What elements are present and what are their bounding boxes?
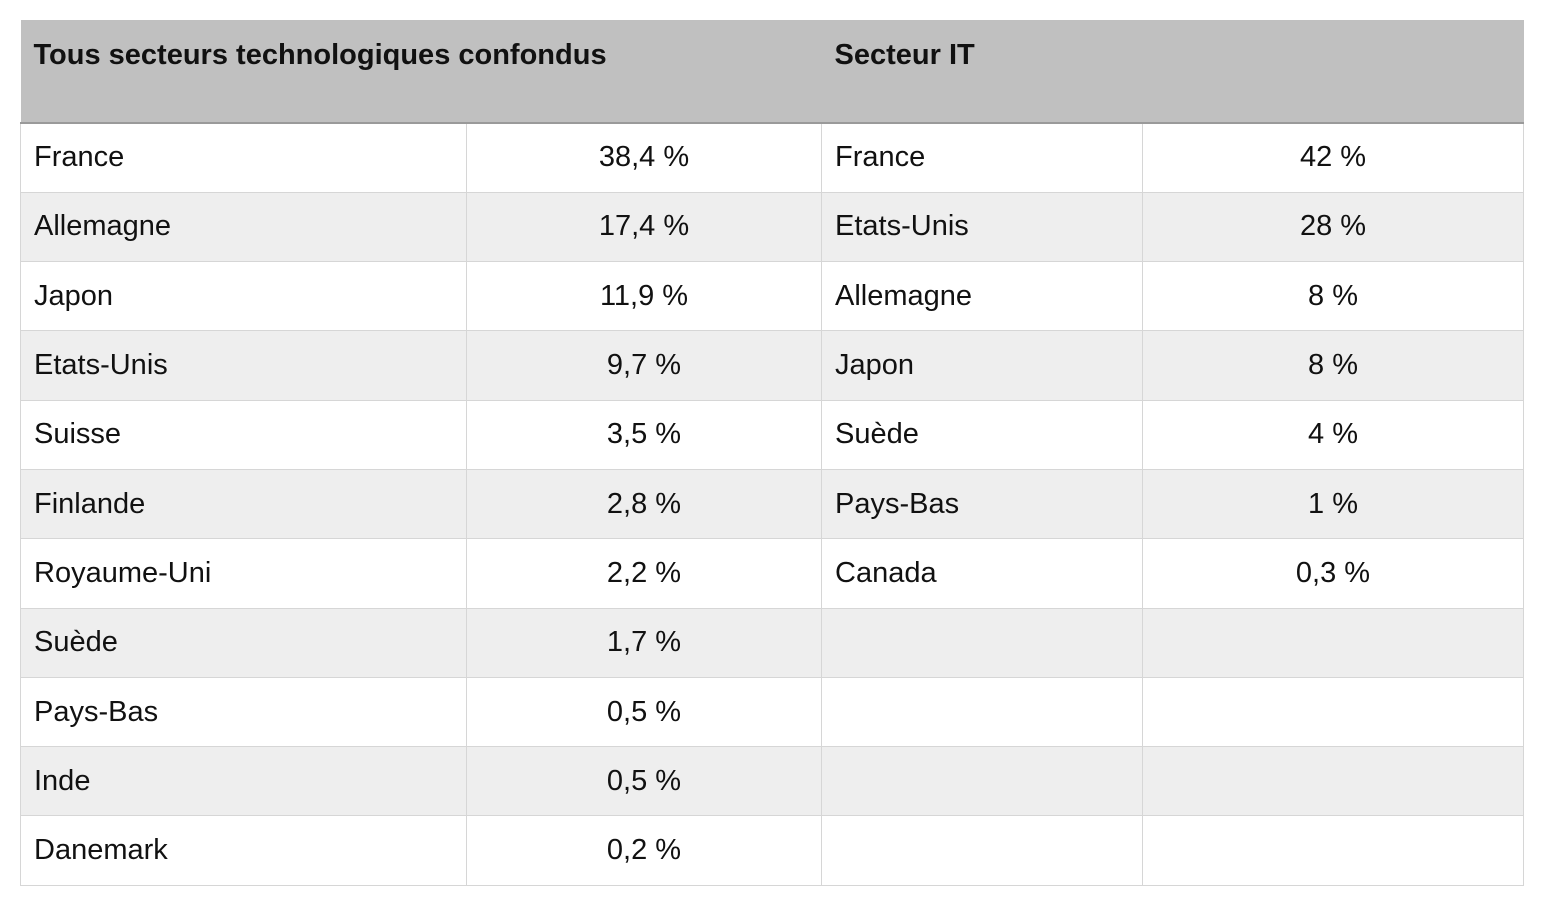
share-all-sectors-cell: 3,5 % — [466, 400, 823, 470]
share-all-sectors-cell: 17,4 % — [466, 192, 823, 263]
share-all-sectors-cell: 38,4 % — [466, 123, 823, 193]
comparison-table-container: Tous secteurs technologiques confondus S… — [20, 20, 1525, 886]
table-row: France 38,4 % France 42 % — [20, 123, 1525, 193]
share-all-sectors-cell: 0,5 % — [466, 746, 823, 817]
country-all-sectors-cell: Royaume-Uni — [20, 538, 467, 609]
country-it-sector-cell — [821, 746, 1144, 817]
table-row: Danemark 0,2 % — [20, 815, 1525, 886]
table-row: Japon 11,9 % Allemagne 8 % — [20, 261, 1525, 332]
country-it-sector-cell: Canada — [821, 538, 1144, 609]
share-it-sector-cell: 8 % — [1142, 261, 1525, 332]
country-all-sectors-cell: Suisse — [20, 400, 467, 470]
country-it-sector-cell: France — [821, 123, 1144, 193]
share-all-sectors-cell: 1,7 % — [466, 608, 823, 678]
share-it-sector-cell — [1142, 677, 1525, 748]
country-it-sector-cell — [821, 677, 1144, 748]
table-header: Tous secteurs technologiques confondus S… — [20, 20, 1524, 124]
country-all-sectors-cell: Danemark — [20, 815, 467, 886]
country-all-sectors-cell: Inde — [20, 746, 467, 817]
country-all-sectors-cell: Allemagne — [20, 192, 467, 263]
share-it-sector-cell: 28 % — [1142, 192, 1525, 263]
share-it-sector-cell: 0,3 % — [1142, 538, 1525, 609]
share-it-sector-cell: 4 % — [1142, 400, 1525, 470]
country-all-sectors-cell: Suède — [20, 608, 467, 678]
table-row: Finlande 2,8 % Pays-Bas 1 % — [20, 469, 1525, 540]
country-it-sector-cell: Allemagne — [821, 261, 1144, 332]
table-row: Suisse 3,5 % Suède 4 % — [20, 400, 1525, 470]
country-all-sectors-cell: Etats-Unis — [20, 330, 467, 401]
country-it-sector-cell: Japon — [821, 330, 1144, 401]
share-all-sectors-cell: 0,2 % — [466, 815, 823, 886]
share-all-sectors-cell: 11,9 % — [466, 261, 823, 332]
share-it-sector-cell: 42 % — [1142, 123, 1525, 193]
header-it-sector: Secteur IT — [821, 20, 1524, 124]
table-body: France 38,4 % France 42 % Allemagne 17,4 % Eta… — [20, 123, 1525, 886]
header-all-sectors: Tous secteurs technologiques confondus — [20, 20, 822, 124]
country-it-sector-cell: Suède — [821, 400, 1144, 470]
share-all-sectors-cell: 2,8 % — [466, 469, 823, 540]
country-all-sectors-cell: Japon — [20, 261, 467, 332]
share-it-sector-cell — [1142, 608, 1525, 678]
country-all-sectors-cell: Pays-Bas — [20, 677, 467, 748]
share-all-sectors-cell: 0,5 % — [466, 677, 823, 748]
country-it-sector-cell — [821, 608, 1144, 678]
country-it-sector-cell: Pays-Bas — [821, 469, 1144, 540]
table-row: Etats-Unis 9,7 % Japon 8 % — [20, 330, 1525, 401]
share-it-sector-cell: 1 % — [1142, 469, 1525, 540]
share-all-sectors-cell: 2,2 % — [466, 538, 823, 609]
country-share-table: Tous secteurs technologiques confondus S… — [20, 20, 1525, 886]
country-it-sector-cell: Etats-Unis — [821, 192, 1144, 263]
country-all-sectors-cell: Finlande — [20, 469, 467, 540]
table-row: Royaume-Uni 2,2 % Canada 0,3 % — [20, 538, 1525, 609]
share-it-sector-cell: 8 % — [1142, 330, 1525, 401]
table-row: Inde 0,5 % — [20, 746, 1525, 817]
country-it-sector-cell — [821, 815, 1144, 886]
country-all-sectors-cell: France — [20, 123, 467, 193]
table-row: Suède 1,7 % — [20, 608, 1525, 678]
share-all-sectors-cell: 9,7 % — [466, 330, 823, 401]
share-it-sector-cell — [1142, 815, 1525, 886]
share-it-sector-cell — [1142, 746, 1525, 817]
table-row: Pays-Bas 0,5 % — [20, 677, 1525, 748]
header-row: Tous secteurs technologiques confondus S… — [20, 20, 1524, 124]
table-row: Allemagne 17,4 % Etats-Unis 28 % — [20, 192, 1525, 263]
